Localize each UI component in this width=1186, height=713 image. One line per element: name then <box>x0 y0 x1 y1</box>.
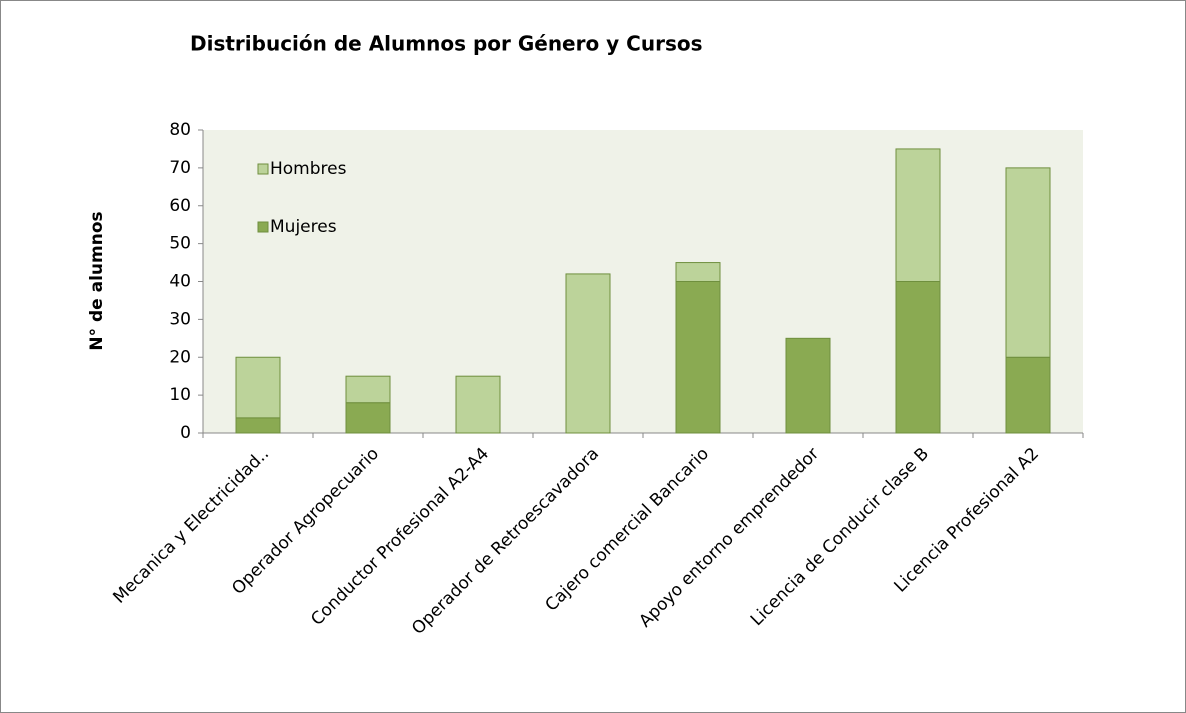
bar-segment <box>345 375 391 404</box>
y-tick-label: 50 <box>169 234 191 254</box>
y-tick-label: 10 <box>169 385 191 405</box>
y-tick-label: 70 <box>169 158 191 178</box>
bar-segment <box>455 375 501 434</box>
bar-segment <box>235 356 281 419</box>
bar-segment <box>675 281 721 434</box>
chart-title: Distribución de Alumnos por Género y Cur… <box>190 32 703 56</box>
bar-segment <box>1005 167 1051 358</box>
bar-segment <box>785 337 831 434</box>
y-tick-label: 80 <box>169 120 191 140</box>
legend-label: Mujeres <box>270 217 337 237</box>
bar-segment <box>565 273 611 434</box>
y-tick-label: 60 <box>169 196 191 216</box>
y-tick-label: 40 <box>169 272 191 292</box>
bar-segment <box>345 402 391 434</box>
bar-segment <box>895 148 941 282</box>
y-tick-label: 20 <box>169 347 191 367</box>
bar-segment <box>675 262 721 282</box>
bar-segment <box>895 281 941 434</box>
y-axis-label: N° de alumnos <box>87 211 107 350</box>
bar-segment <box>1005 356 1051 434</box>
y-tick-label: 30 <box>169 309 191 329</box>
legend-label: Hombres <box>270 159 347 179</box>
bar-segment <box>235 417 281 434</box>
legend-swatch <box>257 163 269 175</box>
y-tick-label: 0 <box>180 423 191 443</box>
legend-swatch <box>257 221 269 233</box>
